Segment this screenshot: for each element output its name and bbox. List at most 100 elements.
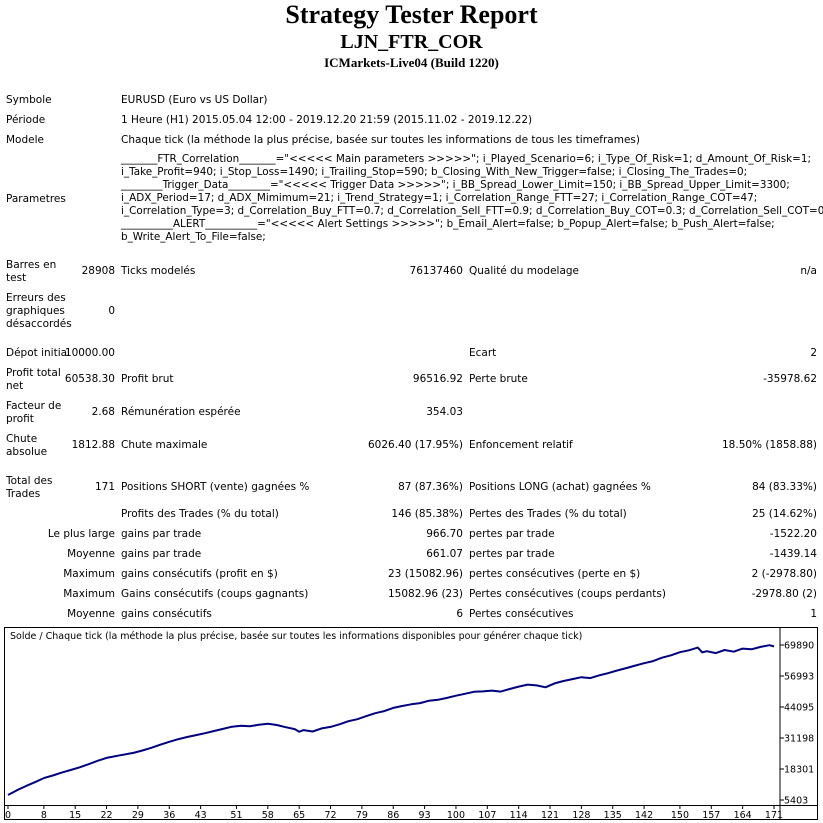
max-cons-wins-label: gains consécutifs (profit en $) [121, 568, 278, 580]
spread-label: Ecart [469, 347, 497, 359]
chart-x-tick-label: 107 [478, 810, 496, 820]
gross-loss-label: Perte brute [469, 373, 528, 385]
rel-drawdown-label: Enfoncement relatif [469, 439, 573, 451]
maximal-losses-value: -2978.80 (2) [751, 588, 817, 600]
symbol-label: Symbole [6, 94, 52, 106]
errors-value: 0 [108, 305, 115, 317]
ticks-value: 76137460 [409, 265, 463, 277]
max-drawdown-value: 6026.40 (17.95%) [368, 439, 463, 451]
chart-x-tick-label: 0 [5, 810, 11, 820]
chart-x-tick-label: 86 [387, 810, 399, 820]
deposit-label: Dépot initial [6, 347, 70, 359]
symbol-value: EURUSD (Euro vs US Dollar) [121, 94, 268, 106]
net-profit-value: 60538.30 [64, 373, 115, 385]
avg-cons-losses-label: Pertes consécutives [469, 608, 574, 620]
short-positions-label: Positions SHORT (vente) gagnées % [121, 481, 310, 493]
chart-x-tick-label: 22 [101, 810, 113, 820]
bars-value: 28908 [81, 265, 115, 277]
chart-x-tick-label: 171 [765, 810, 783, 820]
quality-value: n/a [800, 265, 817, 277]
long-positions-value: 84 (83.33%) [752, 481, 817, 493]
maximal-label: Maximum [63, 588, 115, 600]
chart-title: Solde / Chaque tick (la méthode la plus … [10, 631, 582, 642]
balance-line [7, 644, 775, 796]
chart-x-tick-label: 114 [510, 810, 528, 820]
avg-loss-label: pertes par trade [469, 548, 555, 560]
short-positions-value: 87 (87.36%) [398, 481, 463, 493]
largest-profit-value: 966.70 [426, 528, 463, 540]
params-line: i_ADX_Period=17; d_ADX_Mimimum=21; i_Tre… [121, 192, 758, 204]
largest-label: Le plus large [47, 528, 115, 540]
avg-profit-label: gains par trade [121, 548, 202, 560]
params-line: _______FTR_Correlation_______="<<<<< Mai… [121, 153, 811, 165]
chart-x-tick-label: 29 [132, 810, 144, 820]
chart-x-tick-label: 93 [419, 810, 431, 820]
payoff-label: Rémunération espérée [121, 406, 241, 418]
payoff-value: 354.03 [426, 406, 463, 418]
long-positions-label: Positions LONG (achat) gagnées % [469, 481, 651, 493]
chart-x-tick-label: 43 [195, 810, 207, 820]
model-value: Chaque tick (la méthode la plus précise,… [121, 134, 640, 146]
bars-label: Barres en test [6, 259, 57, 284]
gross-profit-label: Profit brut [121, 373, 174, 385]
chart-x-tick-label: 8 [41, 810, 47, 820]
gross-profit-value: 96516.92 [412, 373, 463, 385]
maximal-losses-label: Pertes consécutives (coups perdants) [469, 588, 666, 600]
chart-y-tick-label: 31198 [784, 733, 814, 744]
profit-trades-value: 146 (85.38%) [391, 508, 463, 520]
chart-x-tick-label: 164 [734, 810, 752, 820]
rel-drawdown-value: 18.50% (1858.88) [722, 439, 817, 451]
profit-factor-label: Facteur de profit [6, 400, 62, 425]
maximal-wins-label: Gains consécutifs (coups gagnants) [121, 588, 309, 600]
largest-profit-label: gains par trade [121, 528, 202, 540]
params-line: ________Trigger_Data________="<<<<< Trig… [121, 179, 790, 191]
chart-x-tick-label: 36 [163, 810, 175, 820]
ticks-label: Ticks modelés [121, 265, 196, 277]
chart-x-tick-label: 121 [541, 810, 559, 820]
abs-drawdown-label: Chute absolue [6, 433, 48, 458]
average-label: Moyenne [67, 548, 115, 560]
deposit-value: 10000.00 [64, 347, 115, 359]
balance-chart: Solde / Chaque tick (la méthode la plus … [4, 627, 818, 820]
params-label: Parametres [6, 193, 66, 205]
avg-cons-label: Moyenne [67, 608, 115, 620]
chart-y-tick-label: 56993 [784, 671, 814, 682]
max-cons-losses-label: pertes consécutives (perte en $) [469, 568, 641, 580]
expert-name: LJN_FTR_COR [340, 31, 483, 53]
chart-x-tick-label: 15 [69, 810, 81, 820]
chart-x-tick-label: 72 [324, 810, 336, 820]
params-line: __________ALERT__________="<<<<< Alert S… [121, 218, 775, 230]
chart-x-tick-label: 157 [702, 810, 720, 820]
params-text: _______FTR_Correlation_______="<<<<< Mai… [121, 153, 823, 244]
avg-cons-wins-label: gains consécutifs [121, 608, 212, 620]
largest-loss-label: pertes par trade [469, 528, 555, 540]
chart-x-tick-label: 142 [635, 810, 653, 820]
avg-profit-value: 661.07 [426, 548, 463, 560]
params-line: i_Correlation_Type=3; d_Correlation_Buy_… [121, 205, 823, 217]
loss-trades-value: 25 (14.62%) [752, 508, 817, 520]
chart-x-tick-label: 150 [671, 810, 689, 820]
chart-x-tick-label: 58 [262, 810, 274, 820]
chart-y-tick-label: 44095 [784, 703, 814, 714]
abs-drawdown-value: 1812.88 [71, 439, 115, 451]
server-name: ICMarkets-Live04 (Build 1220) [324, 55, 499, 70]
quality-label: Qualité du modelage [469, 265, 580, 277]
chart-x-tick-label: 128 [572, 810, 590, 820]
maximal-wins-value: 15082.96 (23) [388, 588, 463, 600]
chart-x-tick-label: 79 [356, 810, 368, 820]
profit-factor-value: 2.68 [91, 406, 115, 418]
errors-label: Erreurs des graphiques désaccordés [6, 292, 72, 330]
report-title: Strategy Tester Report [285, 0, 538, 29]
loss-trades-label: Pertes des Trades (% du total) [469, 508, 627, 520]
chart-x-tick-label: 100 [447, 810, 465, 820]
maximum-label: Maximum [63, 568, 115, 580]
net-profit-label: Profit total net [6, 367, 61, 392]
params-line: b_Write_Alert_To_File=false; [121, 231, 266, 243]
total-trades-label: Total des Trades [6, 475, 53, 500]
chart-y-tick-label: 69890 [784, 641, 814, 652]
total-trades-value: 171 [94, 481, 115, 493]
chart-y-tick-label: 18301 [784, 764, 814, 775]
max-drawdown-label: Chute maximale [121, 439, 208, 451]
avg-cons-losses-value: 1 [810, 608, 817, 620]
profit-trades-label: Profits des Trades (% du total) [121, 508, 279, 520]
